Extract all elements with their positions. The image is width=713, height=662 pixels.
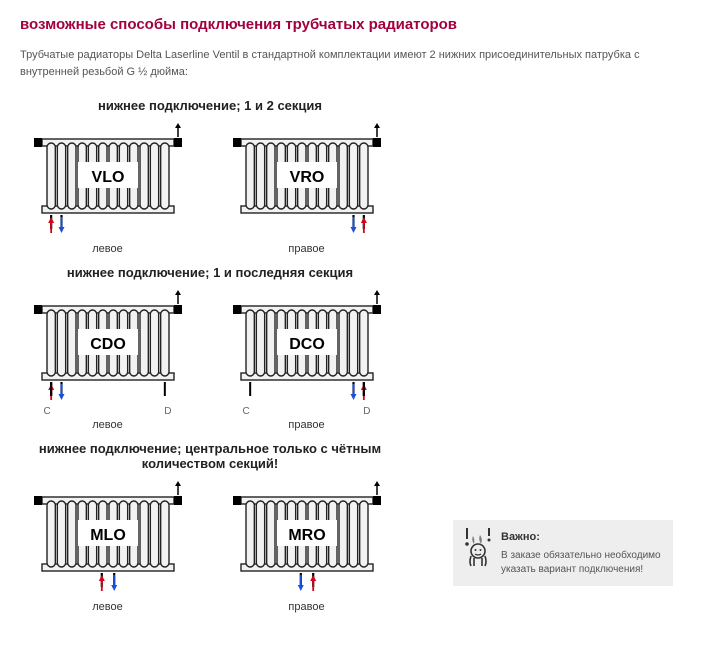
section-heading: нижнее подключение; центральное только с… [20, 441, 400, 471]
cd-labels: CD [237, 406, 377, 417]
svg-text:VLO: VLO [91, 169, 124, 186]
radiator-vlo: VLO левое [20, 121, 195, 255]
radiator-dco: DCO CD правое [219, 288, 394, 431]
important-note: Важно: В заказе обязательно необходимо у… [453, 520, 673, 586]
warning-icon [461, 526, 495, 573]
note-text: В заказе обязательно необходимо указать … [501, 549, 661, 576]
svg-text:MLO: MLO [90, 527, 126, 544]
radiator-caption: левое [92, 243, 123, 255]
cd-labels: CD [38, 406, 178, 417]
radiator-cdo: CDO CD левое [20, 288, 195, 431]
section-heading: нижнее подключение; 1 и 2 секция [20, 98, 400, 113]
svg-text:DCO: DCO [289, 336, 325, 353]
radiator-caption: правое [288, 243, 324, 255]
svg-text:CDO: CDO [90, 336, 126, 353]
radiator-caption: левое [92, 601, 123, 613]
note-title: Важно: [501, 530, 661, 545]
section-heading: нижнее подключение; 1 и последняя секция [20, 265, 400, 280]
svg-text:VRO: VRO [289, 169, 324, 186]
radiator-caption: правое [288, 601, 324, 613]
radiator-mro: MRO правое [219, 479, 394, 613]
svg-text:MRO: MRO [288, 527, 325, 544]
radiator-caption: правое [288, 419, 324, 431]
radiator-mlo: MLO левое [20, 479, 195, 613]
radiator-vro: VRO правое [219, 121, 394, 255]
page-title: возможные способы подключения трубчатых … [20, 16, 693, 33]
intro-text: Трубчатые радиаторы Delta Laserline Vent… [20, 47, 693, 80]
radiator-caption: левое [92, 419, 123, 431]
